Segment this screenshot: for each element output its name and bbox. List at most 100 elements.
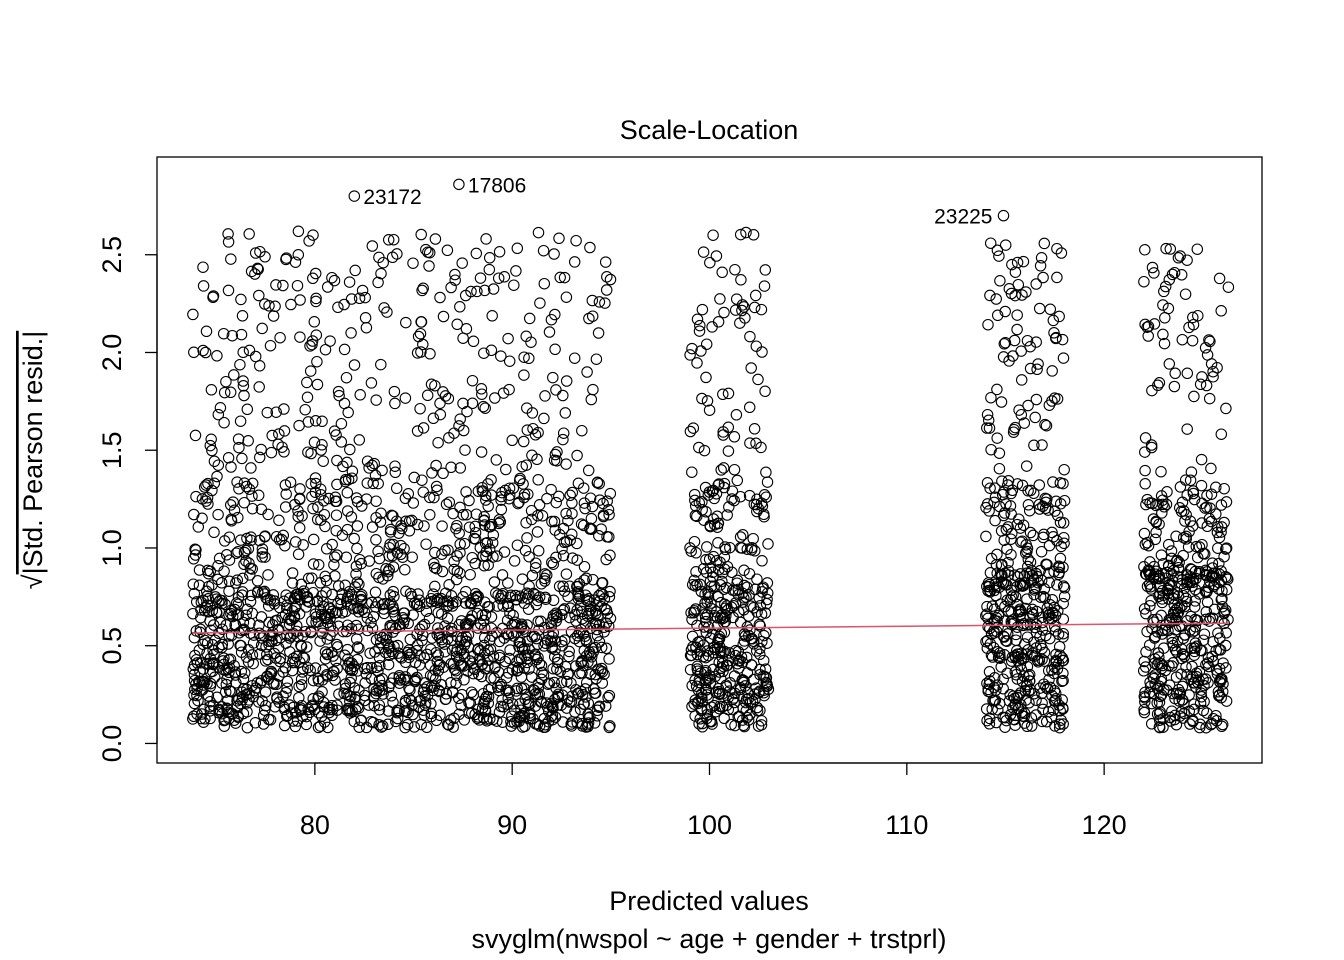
data-point xyxy=(302,572,315,585)
data-point xyxy=(425,643,437,655)
data-point xyxy=(560,458,572,470)
data-point xyxy=(1216,592,1228,605)
data-point xyxy=(310,292,322,305)
data-point xyxy=(1020,286,1032,298)
data-point xyxy=(1216,600,1229,613)
data-point xyxy=(1176,694,1189,706)
data-point xyxy=(395,652,408,664)
data-point xyxy=(734,541,747,554)
data-point xyxy=(197,683,209,696)
data-point xyxy=(412,330,425,343)
data-point xyxy=(1139,478,1151,490)
data-point xyxy=(441,612,454,625)
data-point xyxy=(760,597,773,610)
data-point xyxy=(593,700,606,712)
data-point xyxy=(476,609,488,622)
data-point xyxy=(543,326,556,338)
data-point xyxy=(278,403,290,415)
data-point xyxy=(1153,569,1165,582)
data-point xyxy=(218,720,231,732)
data-point xyxy=(985,628,998,640)
data-point xyxy=(285,707,298,719)
data-point xyxy=(1184,718,1196,730)
data-point xyxy=(557,549,570,562)
data-point xyxy=(1023,504,1036,517)
data-point xyxy=(448,563,460,576)
data-point xyxy=(1200,606,1213,618)
data-point xyxy=(470,508,483,520)
data-point xyxy=(1179,629,1191,641)
data-point xyxy=(474,272,487,284)
data-point xyxy=(425,710,438,723)
data-point xyxy=(223,585,235,597)
data-point xyxy=(713,563,725,576)
data-point xyxy=(564,489,576,502)
data-point xyxy=(510,265,522,277)
data-point xyxy=(1051,271,1063,284)
data-point xyxy=(269,300,281,313)
data-point xyxy=(236,452,248,465)
data-point xyxy=(294,294,306,306)
data-point xyxy=(581,366,593,378)
data-point xyxy=(549,343,561,356)
data-point xyxy=(576,656,588,668)
data-point xyxy=(546,700,559,712)
data-point xyxy=(1143,565,1156,577)
data-point xyxy=(359,677,371,689)
data-point xyxy=(1152,379,1164,392)
data-point xyxy=(985,649,998,661)
data-point xyxy=(1138,275,1150,288)
data-point xyxy=(1213,531,1226,544)
data-point xyxy=(279,608,292,621)
data-point xyxy=(483,252,496,264)
data-point xyxy=(1178,650,1191,663)
data-point xyxy=(527,422,539,435)
data-point xyxy=(509,589,522,602)
data-point xyxy=(704,519,716,532)
data-point xyxy=(241,532,253,545)
data-point xyxy=(390,515,403,527)
data-point xyxy=(1033,302,1046,315)
data-point xyxy=(358,689,371,702)
data-point xyxy=(982,318,994,331)
data-point xyxy=(398,614,411,626)
data-point xyxy=(730,409,743,421)
data-point xyxy=(539,575,551,587)
data-point xyxy=(1005,591,1018,603)
data-point xyxy=(1057,352,1070,364)
data-point xyxy=(1036,697,1048,709)
data-point xyxy=(478,614,490,627)
data-point xyxy=(1158,285,1170,298)
data-point xyxy=(418,709,431,721)
data-point xyxy=(269,701,281,713)
data-point xyxy=(759,264,772,276)
data-point xyxy=(307,693,319,705)
data-point xyxy=(291,715,304,727)
data-point xyxy=(278,425,291,437)
data-point xyxy=(513,474,526,487)
data-point xyxy=(212,408,225,421)
data-point xyxy=(714,293,726,305)
data-point xyxy=(246,490,258,502)
data-point xyxy=(991,383,1003,396)
data-point xyxy=(1005,533,1017,545)
data-point xyxy=(738,564,750,577)
data-point xyxy=(1168,599,1180,611)
data-point xyxy=(696,392,708,405)
data-point xyxy=(576,720,589,732)
data-point xyxy=(475,446,488,458)
data-point xyxy=(747,602,760,614)
data-point xyxy=(1220,542,1233,554)
data-point xyxy=(1196,371,1208,383)
data-point xyxy=(1033,498,1046,511)
data-point xyxy=(225,629,238,642)
data-point xyxy=(571,449,583,462)
data-point xyxy=(996,475,1008,487)
data-point xyxy=(1177,648,1189,661)
data-point xyxy=(1031,363,1043,376)
data-point xyxy=(718,306,730,319)
data-point xyxy=(373,704,386,716)
data-point xyxy=(754,642,766,655)
data-point xyxy=(1181,423,1193,435)
data-point xyxy=(1163,659,1175,672)
